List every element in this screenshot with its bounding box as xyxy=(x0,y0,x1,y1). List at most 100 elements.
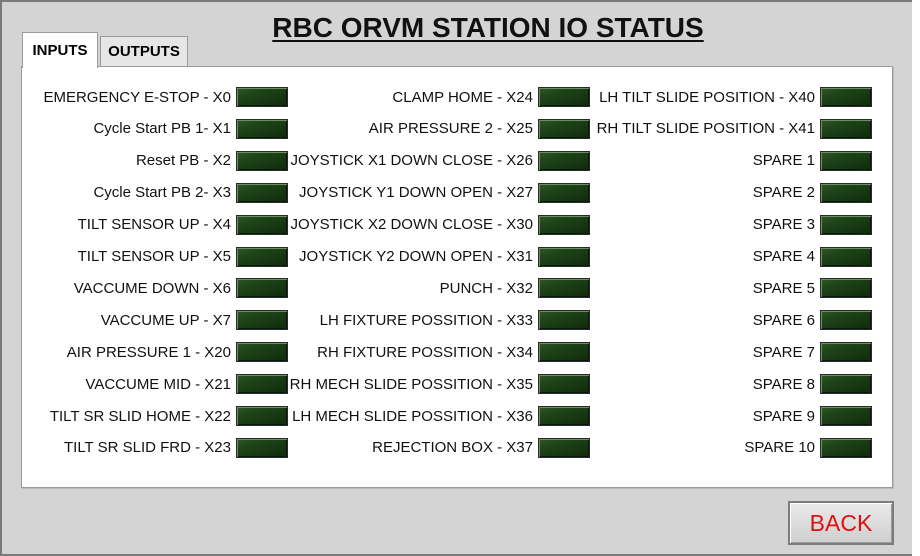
status-led-indicator xyxy=(538,310,590,331)
io-row: TILT SENSOR UP - X5 xyxy=(78,245,288,269)
io-row: REJECTION BOX - X37 xyxy=(372,436,590,460)
io-label: AIR PRESSURE 2 - X25 xyxy=(368,120,533,138)
io-row: VACCUME MID - X21 xyxy=(85,372,288,396)
io-label: JOYSTICK Y1 DOWN OPEN - X27 xyxy=(299,184,533,202)
status-led-indicator xyxy=(538,374,590,395)
status-led-indicator xyxy=(236,342,288,363)
io-row: CLAMP HOME - X24 xyxy=(392,85,590,109)
tab-inputs[interactable]: INPUTS xyxy=(22,32,98,68)
io-row: JOYSTICK Y2 DOWN OPEN - X31 xyxy=(299,245,590,269)
status-led-indicator xyxy=(236,87,288,107)
io-label: VACCUME MID - X21 xyxy=(85,375,231,393)
status-led-indicator xyxy=(538,278,590,299)
io-row: Reset PB - X2 xyxy=(136,149,288,173)
io-label: SPARE 10 xyxy=(744,439,815,457)
io-label: VACCUME DOWN - X6 xyxy=(73,279,231,297)
io-row: TILT SR SLID FRD - X23 xyxy=(64,436,288,460)
status-led-indicator xyxy=(538,150,590,171)
io-label: JOYSTICK X1 DOWN CLOSE - X26 xyxy=(290,152,533,170)
io-row: SPARE 6 xyxy=(753,308,872,332)
status-led-indicator xyxy=(236,310,288,331)
status-led-indicator xyxy=(538,406,590,426)
io-row: AIR PRESSURE 2 - X25 xyxy=(369,117,590,141)
io-row: PUNCH - X32 xyxy=(440,276,590,300)
status-led-indicator xyxy=(236,374,288,395)
io-label: EMERGENCY E-STOP - X0 xyxy=(43,88,231,106)
io-label: RH FIXTURE POSSITION - X34 xyxy=(317,343,533,361)
io-row: SPARE 10 xyxy=(744,436,872,460)
status-led-indicator xyxy=(820,118,872,139)
io-row: AIR PRESSURE 1 - X20 xyxy=(67,340,288,364)
io-row: VACCUME DOWN - X6 xyxy=(74,276,288,300)
io-label: SPARE 9 xyxy=(752,407,815,425)
io-row: LH TILT SLIDE POSITION - X40 xyxy=(599,85,872,109)
io-row: TILT SR SLID HOME - X22 xyxy=(50,404,288,428)
io-label: Reset PB - X2 xyxy=(135,152,231,170)
status-led-indicator xyxy=(820,278,872,299)
status-led-indicator xyxy=(820,150,872,171)
io-label: LH MECH SLIDE POSSITION - X36 xyxy=(292,407,533,425)
status-led-indicator xyxy=(538,118,590,139)
io-row: RH TILT SLIDE POSITION - X41 xyxy=(597,117,872,141)
status-led-indicator xyxy=(538,87,590,107)
page-title: RBC ORVM STATION IO STATUS xyxy=(272,12,704,43)
status-led-indicator xyxy=(236,182,288,203)
io-label: SPARE 3 xyxy=(752,216,815,234)
io-row: Cycle Start PB 1- X1 xyxy=(93,117,288,141)
status-led-indicator xyxy=(236,214,288,235)
status-led-indicator xyxy=(236,246,288,267)
io-row: JOYSTICK X2 DOWN CLOSE - X30 xyxy=(290,213,590,237)
io-row: SPARE 4 xyxy=(753,245,872,269)
io-row: SPARE 5 xyxy=(753,276,872,300)
status-led-indicator xyxy=(820,246,872,267)
io-row: EMERGENCY E-STOP - X0 xyxy=(43,85,288,109)
io-label: RH TILT SLIDE POSITION - X41 xyxy=(596,120,815,138)
status-led-indicator xyxy=(538,182,590,203)
io-label: SPARE 1 xyxy=(752,152,815,170)
status-led-indicator xyxy=(820,374,872,395)
io-row: SPARE 7 xyxy=(753,340,872,364)
io-row: LH MECH SLIDE POSSITION - X36 xyxy=(292,404,590,428)
io-label: CLAMP HOME - X24 xyxy=(392,88,533,106)
io-label: SPARE 2 xyxy=(752,184,815,202)
status-led-indicator xyxy=(538,246,590,267)
io-row: TILT SENSOR UP - X4 xyxy=(78,213,288,237)
back-button[interactable]: BACK xyxy=(788,501,894,545)
status-led-indicator xyxy=(236,278,288,299)
io-label: PUNCH - X32 xyxy=(439,279,533,297)
io-label: SPARE 8 xyxy=(752,375,815,393)
io-label: SPARE 5 xyxy=(752,279,815,297)
io-row: Cycle Start PB 2- X3 xyxy=(93,181,288,205)
io-row: RH FIXTURE POSSITION - X34 xyxy=(317,340,590,364)
window-edge xyxy=(912,0,920,556)
io-status-panel: EMERGENCY E-STOP - X0 Cycle Start PB 1- X… xyxy=(21,66,893,488)
io-row: JOYSTICK Y1 DOWN OPEN - X27 xyxy=(299,181,590,205)
io-label: TILT SENSOR UP - X5 xyxy=(77,248,231,265)
status-led-indicator xyxy=(820,87,872,107)
io-row: LH FIXTURE POSSITION - X33 xyxy=(320,308,590,332)
io-row: SPARE 3 xyxy=(753,213,872,237)
status-led-indicator xyxy=(820,406,872,426)
io-label: REJECTION BOX - X37 xyxy=(372,439,533,457)
io-row: SPARE 9 xyxy=(753,404,872,428)
tab-outputs[interactable]: OUTPUTS xyxy=(100,36,188,66)
status-led-indicator xyxy=(820,310,872,331)
status-led-indicator xyxy=(538,437,590,458)
io-label: TILT SR SLID HOME - X22 xyxy=(49,407,231,425)
io-label: Cycle Start PB 1- X1 xyxy=(93,120,231,138)
io-label: LH FIXTURE POSSITION - X33 xyxy=(319,311,533,329)
io-row: SPARE 1 xyxy=(753,149,872,173)
status-led-indicator xyxy=(820,182,872,203)
status-led-indicator xyxy=(538,214,590,235)
io-label: Cycle Start PB 2- X3 xyxy=(93,184,231,202)
io-row: SPARE 8 xyxy=(753,372,872,396)
status-led-indicator xyxy=(236,406,288,426)
io-label: RH MECH SLIDE POSSITION - X35 xyxy=(289,375,533,393)
io-row: JOYSTICK X1 DOWN CLOSE - X26 xyxy=(290,149,590,173)
status-led-indicator xyxy=(820,342,872,363)
status-led-indicator xyxy=(236,150,288,171)
io-label: SPARE 4 xyxy=(752,248,815,265)
io-row: VACCUME UP - X7 xyxy=(101,308,288,332)
status-led-indicator xyxy=(820,437,872,458)
io-label: AIR PRESSURE 1 - X20 xyxy=(66,343,231,361)
